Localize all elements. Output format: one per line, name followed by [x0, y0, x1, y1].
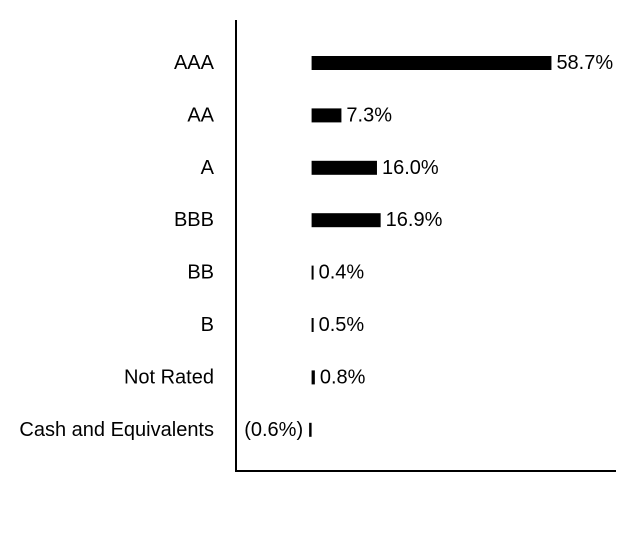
- value-label-b: 0.5%: [319, 314, 365, 336]
- value-label-cash-and-equivalents: (0.6%): [244, 419, 303, 441]
- bar-cash-and-equivalents: [309, 422, 312, 437]
- bar-bb: [311, 265, 314, 280]
- value-labels-group: 58.7% 7.3% 16.0% 16.9% 0.4% 0.5% 0.8% (0.6%): [244, 52, 613, 441]
- bars-group: [309, 56, 552, 437]
- bar-b: [311, 318, 314, 332]
- value-label-aa: 7.3%: [346, 104, 392, 126]
- bar-bbb: [311, 213, 381, 228]
- value-label-not-rated: 0.8%: [320, 366, 366, 388]
- value-label-bb: 0.4%: [319, 262, 365, 284]
- category-label-b: B: [201, 314, 214, 336]
- category-label-a: A: [201, 157, 215, 179]
- bar-a: [311, 160, 377, 175]
- bar-aa: [311, 108, 342, 123]
- bar-not-rated: [311, 370, 315, 385]
- category-label-aa: AA: [187, 104, 214, 126]
- category-label-bbb: BBB: [174, 209, 214, 231]
- value-label-bbb: 16.9%: [386, 209, 443, 231]
- bar-aaa: [311, 56, 552, 70]
- value-label-a: 16.0%: [382, 157, 439, 179]
- value-label-aaa: 58.7%: [556, 52, 613, 74]
- category-label-cash-and-equivalents: Cash and Equivalents: [19, 419, 214, 441]
- category-label-not-rated: Not Rated: [124, 366, 214, 388]
- category-label-bb: BB: [187, 262, 214, 284]
- category-label-aaa: AAA: [174, 52, 215, 74]
